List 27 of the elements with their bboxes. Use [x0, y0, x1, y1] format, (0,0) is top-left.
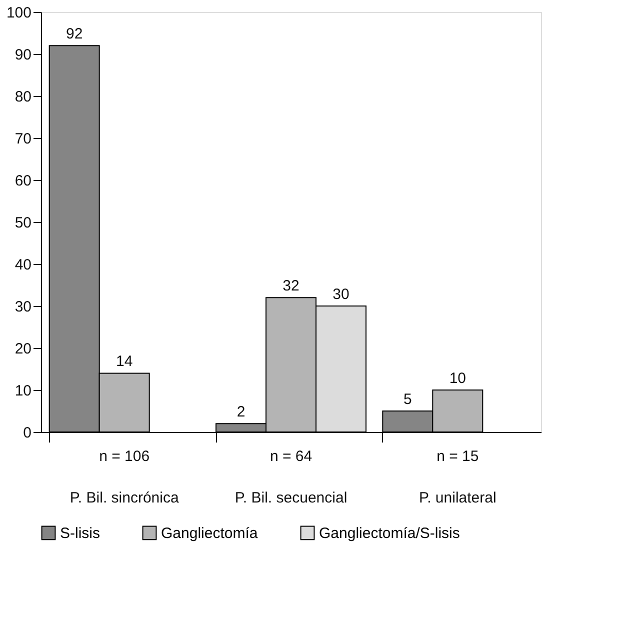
y-tick-label: 80 — [14, 88, 32, 106]
y-tick-label: 90 — [14, 46, 32, 64]
data-label: 32 — [282, 278, 300, 295]
x-tick-label: P. Bil. secuencial — [234, 490, 348, 506]
data-label: 2 — [236, 404, 246, 421]
text: n = 15 — [436, 448, 479, 465]
text: n = 64 — [270, 448, 312, 465]
legend-label: Gangliectomía — [161, 524, 258, 542]
y-tick-label: 20 — [14, 340, 32, 358]
data-label: 10 — [449, 370, 466, 387]
legend-label: S-lisis — [60, 524, 100, 542]
y-tick-label: 30 — [14, 298, 32, 316]
y-tick-label: 40 — [14, 256, 32, 274]
y-tick-label: 70 — [14, 130, 32, 148]
data-label: 14 — [116, 353, 133, 370]
y-tick-label: 60 — [14, 172, 32, 190]
y-tick-label: 0 — [23, 424, 32, 442]
text: n = 106 — [99, 448, 150, 465]
x-tick-label: P. unilateral — [419, 490, 496, 506]
data-label: 5 — [403, 391, 412, 408]
y-tick-label: 50 — [14, 214, 32, 232]
data-label: 92 — [66, 26, 83, 43]
y-tick-label: 100 — [6, 4, 32, 22]
data-label: 30 — [332, 286, 350, 303]
x-tick-label: P. Bil. sincrónica — [70, 490, 180, 506]
y-tick-label: 10 — [14, 382, 32, 400]
legend-label: Gangliectomía/S-lisis — [319, 524, 460, 542]
